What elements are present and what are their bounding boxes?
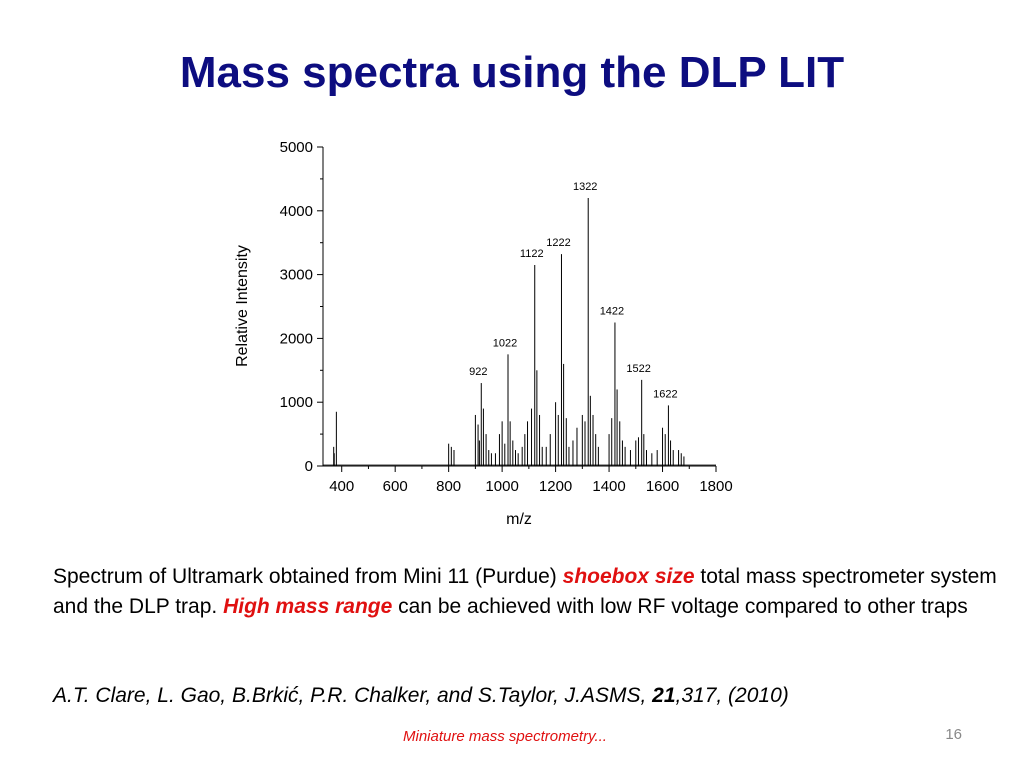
page-number: 16 (945, 726, 962, 743)
caption-text-3: can be achieved with low RF voltage comp… (392, 595, 968, 618)
citation-pages: ,317, (2010) (675, 684, 789, 707)
chart-ticks: 0 1000 2000 3000 4000 5000 400 600 800 1000 1200 14… (280, 139, 733, 495)
caption-text-1: Spectrum of Ultramark obtained from Mini… (53, 565, 563, 588)
spectrum-peaks (323, 198, 716, 466)
x-tick-label: 1200 (539, 478, 572, 495)
x-axis-label: m/z (506, 511, 532, 528)
caption-emphasis-1: shoebox size (562, 565, 695, 588)
y-tick-label: 3000 (280, 267, 313, 284)
y-tick-label: 0 (305, 458, 313, 475)
y-axis-label: Relative Intensity (234, 245, 251, 367)
x-tick-label: 1400 (592, 478, 625, 495)
mass-spectrum-chart: 0 1000 2000 3000 4000 5000 400 600 800 1000 1200 14… (234, 139, 733, 528)
peak-label: 1622 (653, 388, 677, 400)
chart-axes (322, 147, 716, 467)
peak-label: 1222 (546, 237, 570, 249)
x-tick-label: 1600 (646, 478, 679, 495)
slide-caption: Spectrum of Ultramark obtained from Mini… (53, 562, 1013, 622)
x-tick-label: 800 (436, 478, 461, 495)
x-tick-label: 400 (329, 478, 354, 495)
slide-footer: Miniature mass spectrometry... (403, 728, 607, 745)
peak-label: 1022 (493, 337, 517, 349)
peak-label: 922 (469, 366, 487, 378)
x-tick-label: 600 (383, 478, 408, 495)
peak-label: 1122 (520, 248, 544, 260)
citation-authors: A.T. Clare, L. Gao, B.Brkić, P.R. Chalke… (53, 684, 653, 707)
citation: A.T. Clare, L. Gao, B.Brkić, P.R. Chalke… (53, 684, 1013, 708)
citation-volume: 21 (652, 684, 676, 707)
peak-label: 1422 (600, 305, 624, 317)
peak-label: 1322 (573, 181, 597, 193)
y-tick-label: 1000 (280, 394, 313, 411)
x-tick-label: 1000 (485, 478, 518, 495)
caption-emphasis-2: High mass range (223, 595, 393, 618)
y-tick-label: 2000 (280, 330, 313, 347)
caption-text-2: total mass spectrometer system and the D… (53, 565, 997, 618)
y-tick-label: 4000 (280, 203, 313, 220)
y-tick-label: 5000 (280, 139, 313, 156)
peak-label: 1522 (626, 363, 650, 375)
x-tick-label: 1800 (699, 478, 732, 495)
slide-title: Mass spectra using the DLP LIT (179, 48, 845, 97)
